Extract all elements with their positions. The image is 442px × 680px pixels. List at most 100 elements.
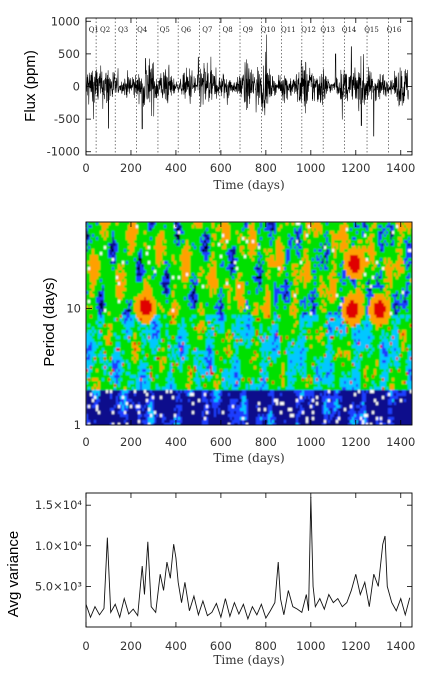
heatmap-cell — [132, 291, 135, 295]
heatmap-cell — [118, 285, 121, 289]
heatmap-cell — [364, 285, 367, 289]
heatmap-cell — [402, 276, 405, 280]
heatmap-cell — [302, 225, 305, 229]
heatmap-cell — [362, 240, 365, 244]
heatmap-cell — [218, 249, 221, 253]
heatmap-cell — [272, 267, 275, 271]
heatmap-cell — [234, 297, 237, 301]
heatmap-cell — [116, 240, 119, 244]
heatmap-cell — [192, 225, 195, 229]
heatmap-cell — [224, 249, 227, 253]
heatmap-cell — [390, 273, 393, 277]
heatmap-cell — [144, 309, 147, 313]
heatmap-cell — [254, 279, 257, 283]
heatmap-cell — [340, 231, 343, 235]
heatmap-cell — [226, 294, 229, 298]
heatmap-cell — [320, 225, 323, 229]
heatmap-cell — [400, 309, 403, 313]
heatmap-cell — [278, 309, 281, 313]
heatmap-cell — [240, 285, 243, 289]
heatmap-cell — [382, 237, 385, 241]
heatmap-cell — [132, 237, 135, 241]
heatmap-cell — [336, 222, 339, 226]
heatmap-cell — [278, 264, 281, 268]
heatmap-cell — [328, 246, 331, 250]
heatmap-cell — [338, 225, 341, 229]
heatmap-cell — [398, 288, 401, 292]
heatmap-cell — [144, 291, 147, 295]
heatmap-cell — [398, 264, 401, 268]
quarter-label: Q15 — [364, 26, 379, 34]
heatmap-cell — [142, 291, 145, 295]
heatmap-cell — [270, 267, 273, 271]
heatmap-cell — [90, 261, 93, 265]
heatmap-cell — [172, 252, 175, 256]
heatmap-cell — [158, 303, 161, 307]
heatmap-cell — [330, 237, 333, 241]
heatmap-cell — [160, 237, 163, 241]
heatmap-cell — [234, 294, 237, 298]
heatmap-cell — [404, 291, 407, 295]
heatmap-cell — [132, 303, 135, 307]
heatmap-cell — [102, 225, 105, 229]
heatmap-cell — [102, 240, 105, 244]
heatmap-cell — [324, 225, 327, 229]
heatmap-cell — [154, 261, 157, 265]
heatmap-cell — [310, 228, 313, 232]
heatmap-cell — [100, 309, 103, 313]
heatmap-cell — [362, 225, 365, 229]
heatmap-cell — [156, 237, 159, 241]
heatmap-cell — [402, 300, 405, 304]
heatmap-cell — [208, 261, 211, 265]
heatmap-cell — [270, 246, 273, 250]
heatmap-cell — [220, 249, 223, 253]
heatmap-cell — [326, 288, 329, 292]
heatmap-cell — [156, 243, 159, 247]
heatmap-cell — [186, 282, 189, 286]
heatmap-cell — [384, 231, 387, 235]
heatmap-cell — [352, 267, 355, 271]
heatmap-cell — [284, 240, 287, 244]
heatmap-cell — [134, 249, 137, 253]
heatmap-cell — [108, 252, 111, 256]
heatmap-cell — [244, 225, 247, 229]
heatmap-cell — [282, 309, 285, 313]
heatmap-cell — [88, 249, 91, 253]
heatmap-cell — [370, 297, 373, 301]
heatmap-cell — [164, 294, 167, 298]
heatmap-cell — [308, 228, 311, 232]
heatmap-cell — [256, 306, 259, 310]
quarter-label: Q4 — [137, 26, 148, 34]
heatmap-cell — [156, 291, 159, 295]
heatmap-cell — [206, 225, 209, 229]
heatmap-cell — [200, 264, 203, 268]
heatmap-cell — [94, 246, 97, 250]
heatmap-cell — [372, 246, 375, 250]
heatmap-cell — [110, 228, 113, 232]
heatmap-cell — [334, 261, 337, 265]
heatmap-cell — [334, 237, 337, 241]
heatmap-cell — [384, 273, 387, 277]
heatmap-cell — [408, 222, 411, 226]
heatmap-cell — [332, 276, 335, 280]
heatmap-cell — [306, 255, 309, 259]
heatmap-cell — [214, 228, 217, 232]
heatmap-cell — [214, 288, 217, 292]
heatmap-cell — [342, 303, 345, 307]
heatmap-cell — [290, 258, 293, 262]
heatmap-cell — [128, 222, 131, 226]
heatmap-cell — [130, 285, 133, 289]
heatmap-cell — [232, 285, 235, 289]
heatmap-cell — [388, 306, 391, 310]
heatmap-cell — [180, 267, 183, 271]
heatmap-cell — [228, 240, 231, 244]
heatmap-cell — [340, 309, 343, 313]
heatmap-cell — [196, 228, 199, 232]
heatmap-cell — [378, 246, 381, 250]
heatmap-cell — [320, 231, 323, 235]
heatmap-cell — [298, 273, 301, 277]
heatmap-cell — [152, 258, 155, 262]
heatmap-cell — [322, 282, 325, 286]
heatmap-cell — [350, 228, 353, 232]
heatmap-cell — [186, 228, 189, 232]
